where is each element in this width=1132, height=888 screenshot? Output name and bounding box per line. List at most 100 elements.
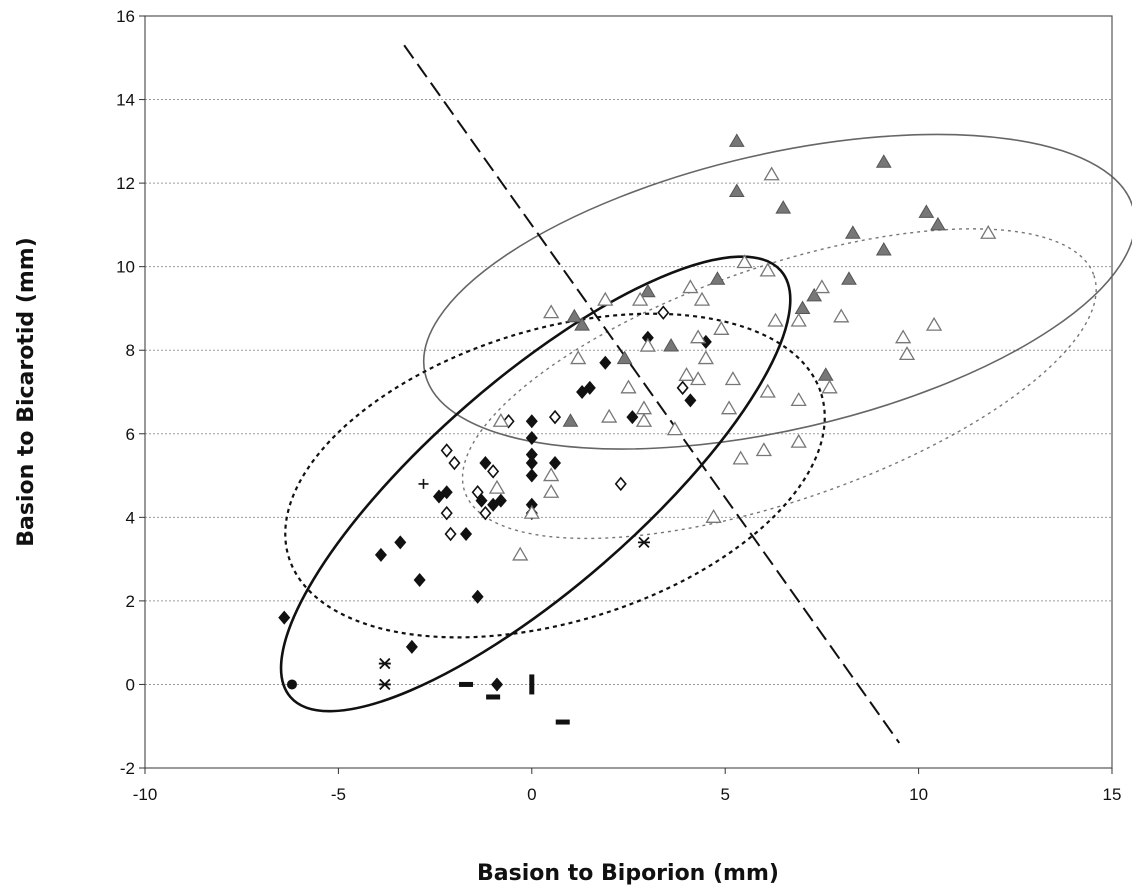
- y-tick-label: 8: [126, 341, 135, 360]
- open-triangle-point: [767, 312, 784, 327]
- open-diamond-point: [487, 464, 500, 479]
- filled-diamond-point: [626, 410, 639, 425]
- ellipse-dotted-gray: [461, 228, 1097, 540]
- open-triangle-point: [705, 509, 722, 523]
- x-tick-label: -5: [331, 785, 346, 804]
- filled-diamond-point: [413, 573, 426, 587]
- star-point: [378, 678, 391, 691]
- filled-triangle-point: [574, 317, 590, 331]
- filled-diamond-point: [490, 677, 503, 692]
- open-triangle-point: [512, 546, 529, 561]
- filled-diamond-point: [440, 485, 453, 500]
- open-triangle-point: [821, 379, 838, 394]
- open-triangle-point: [980, 224, 997, 239]
- open-diamond-point: [548, 409, 562, 425]
- y-tick-label: 2: [126, 592, 135, 611]
- filled-diamond-point: [460, 527, 473, 542]
- dash-point: [555, 719, 570, 725]
- filled-triangle-point: [875, 154, 892, 168]
- y-tick-label: 6: [126, 425, 135, 444]
- filled-triangle-point: [918, 204, 935, 218]
- open-triangle-point: [790, 312, 807, 327]
- open-diamond-point: [614, 476, 627, 492]
- open-diamond-point: [448, 455, 461, 471]
- filled-triangle-point: [806, 287, 823, 302]
- open-diamond-point: [471, 485, 484, 500]
- line-layer: [403, 44, 901, 744]
- open-triangle-point: [492, 412, 509, 427]
- y-tick-label: 16: [116, 7, 135, 26]
- open-triangle-point: [759, 262, 776, 277]
- star-point: [637, 536, 650, 549]
- open-diamond-point: [676, 380, 689, 396]
- open-triangle-point: [713, 321, 730, 335]
- plot-frame: [144, 15, 1113, 769]
- filled-diamond-point: [525, 468, 538, 483]
- filled-diamond-point: [641, 330, 654, 345]
- y-tick-label: 0: [126, 675, 135, 694]
- filled-triangle-point: [728, 133, 745, 147]
- open-triangle-point: [689, 329, 707, 344]
- x-tick-label: 10: [909, 785, 928, 804]
- open-triangle-point: [601, 408, 618, 423]
- open-triangle-point: [925, 316, 943, 331]
- y-axis-title: Basion to Bicarotid (mm): [14, 237, 39, 547]
- filled-triangle-point: [844, 225, 861, 239]
- open-triangle-point: [666, 421, 684, 436]
- y-tick-label: -2: [120, 759, 135, 778]
- open-triangle-point: [736, 254, 753, 269]
- open-triangle-point: [755, 442, 773, 457]
- filled-diamond-point: [549, 456, 562, 471]
- filled-diamond-point: [479, 456, 492, 471]
- x-tick-label: 5: [720, 785, 729, 804]
- filled-triangle-point: [794, 300, 811, 314]
- star-point: [378, 657, 391, 670]
- filled-diamond-point: [494, 493, 507, 508]
- ellipse-solid-gray: [422, 133, 1132, 450]
- open-diamond-point: [479, 505, 492, 521]
- filled-diamond-point: [374, 547, 387, 562]
- filled-diamond-point: [471, 589, 484, 604]
- open-diamond-point: [440, 443, 453, 458]
- filled-triangle-point: [562, 413, 579, 427]
- open-triangle-point: [682, 279, 699, 294]
- open-triangle-point: [523, 504, 540, 519]
- filled-triangle-point: [728, 183, 745, 197]
- open-triangle-point: [689, 371, 707, 386]
- open-triangle-point: [894, 329, 912, 344]
- x-tick-label: 0: [527, 785, 536, 804]
- x-axis-title: Basion to Biporion (mm): [477, 861, 779, 886]
- open-triangle-point: [488, 479, 506, 494]
- filled-circle-point: [286, 679, 297, 690]
- filled-diamond-point: [405, 639, 418, 654]
- filled-triangle-point: [775, 200, 792, 214]
- ellipse-solid-black: [279, 255, 792, 713]
- open-triangle-point: [759, 383, 776, 398]
- open-triangle-point: [678, 366, 695, 381]
- open-triangle-point: [570, 350, 587, 365]
- x-tick-label: 15: [1103, 785, 1122, 804]
- open-triangle-point: [631, 291, 649, 306]
- open-diamond-point: [444, 526, 457, 542]
- axis-layer: -2 0 2 4 6 8 10 12 14 16 -10 -5 0 5 10 15: [116, 7, 1121, 804]
- filled-diamond-point: [583, 380, 596, 395]
- filled-triangle-point: [566, 308, 583, 323]
- filled-diamond-point: [684, 393, 697, 408]
- filled-diamond-point: [525, 456, 538, 471]
- open-triangle-point: [813, 279, 831, 294]
- filled-triangle-point: [817, 367, 834, 381]
- filled-triangle-point: [930, 216, 946, 231]
- open-triangle-point: [790, 392, 807, 407]
- open-triangle-point: [732, 450, 749, 465]
- filled-triangle-point: [875, 241, 892, 256]
- filled-diamond-point: [278, 610, 291, 625]
- open-triangle-point: [697, 350, 714, 365]
- y-tick-label: 4: [126, 508, 135, 527]
- open-triangle-point: [543, 304, 560, 319]
- open-triangle-point: [898, 346, 916, 361]
- point-layer: [278, 133, 997, 725]
- discriminant-line: [403, 44, 901, 744]
- open-triangle-point: [763, 166, 780, 181]
- filled-triangle-point: [663, 338, 679, 352]
